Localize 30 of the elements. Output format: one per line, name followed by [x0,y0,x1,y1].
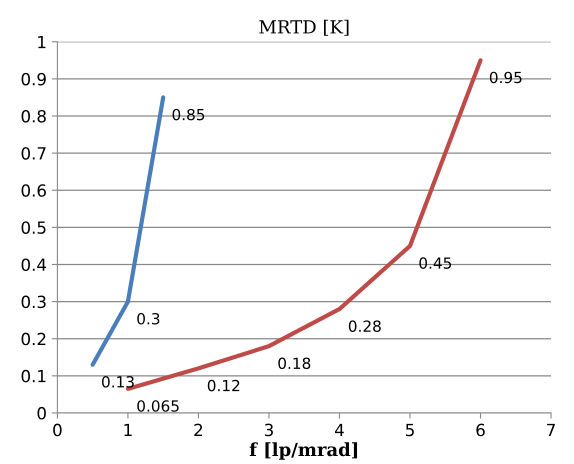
data-label: 0.3 [137,312,160,325]
x-axis-title: f [lp/mrad] [250,442,358,460]
x-tick-label: 7 [547,424,555,436]
y-tick-label: 0.7 [22,147,46,160]
data-label: 0.13 [102,376,134,388]
y-tick-label: 0.4 [22,258,46,272]
y-tick-label: 0.2 [22,332,46,346]
data-label: 0.95 [490,72,522,84]
y-tick-label: 0.9 [22,72,46,86]
x-tick-label: 1 [124,424,132,436]
y-tick-label: 0.6 [22,184,46,197]
data-label: 0.18 [278,358,310,370]
data-label: 0.45 [419,257,452,269]
x-tick-label: 0 [53,424,62,436]
data-label: 0.85 [172,108,204,120]
x-tick-label: 3 [264,424,273,436]
data-label: 0.28 [348,320,381,332]
x-tick-label: 6 [476,424,485,436]
x-tick-label: 5 [406,424,414,436]
y-tick-label: 0.5 [22,221,46,234]
y-tick-label: 0.8 [22,110,46,123]
y-tick-label: 0.1 [22,370,46,382]
data-label: 0.12 [208,380,240,392]
y-tick-label: 1 [38,36,46,48]
chart-title: MRTD [K] [259,20,348,36]
data-label: 0.065 [137,400,179,412]
x-tick-label: 2 [194,424,202,436]
y-tick-label: 0 [37,406,46,420]
x-tick-label: 4 [334,424,344,436]
y-tick-label: 0.3 [22,296,46,308]
